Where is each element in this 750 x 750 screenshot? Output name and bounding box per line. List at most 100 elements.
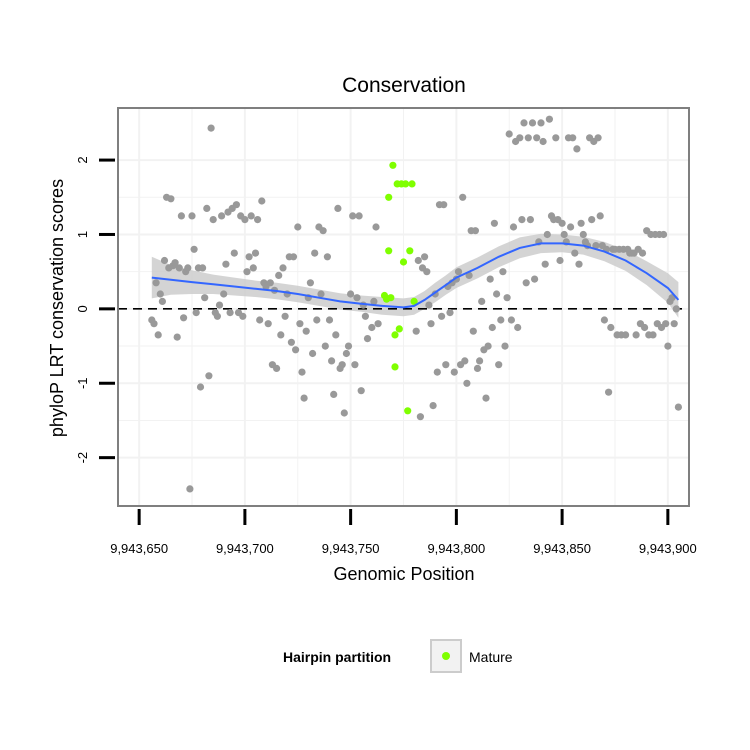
other-point <box>323 253 331 261</box>
other-point <box>579 230 587 239</box>
other-point <box>433 368 441 376</box>
other-point <box>664 342 672 350</box>
other-point <box>495 361 503 369</box>
y-tick-label: -1 <box>75 377 90 389</box>
x-tick-label: 9,943,700 <box>216 541 274 556</box>
other-point <box>537 119 545 127</box>
other-point <box>160 256 169 265</box>
other-point <box>469 327 477 335</box>
other-point <box>277 331 285 339</box>
other-point <box>247 212 255 220</box>
other-point <box>171 259 179 267</box>
mature-point <box>404 407 412 415</box>
other-point <box>328 357 336 365</box>
y-tick-label: -2 <box>75 452 90 464</box>
other-point <box>325 316 334 324</box>
other-point <box>249 264 257 272</box>
other-point <box>192 309 200 317</box>
other-point <box>438 312 446 320</box>
other-point <box>577 219 585 227</box>
other-point <box>509 223 518 231</box>
smooth-line <box>151 242 680 309</box>
other-point <box>429 402 437 410</box>
x-axis-title: Genomic Position <box>333 564 474 584</box>
other-point <box>355 212 363 220</box>
x-tick-label: 9,943,750 <box>322 541 380 556</box>
other-point <box>507 316 515 324</box>
mature-point <box>389 161 397 169</box>
other-point <box>416 413 424 421</box>
other-point <box>524 134 532 142</box>
other-point <box>258 197 266 205</box>
other-point <box>660 230 668 239</box>
other-point <box>207 124 215 132</box>
other-point <box>251 249 260 257</box>
x-tick-label: 9,943,850 <box>533 541 591 556</box>
other-point <box>190 245 198 253</box>
other-point <box>167 195 175 203</box>
other-point <box>311 249 319 257</box>
other-point <box>266 279 274 287</box>
other-point <box>476 357 484 365</box>
other-point <box>201 294 209 302</box>
other-point <box>173 333 181 341</box>
other-point <box>607 323 615 332</box>
other-point <box>209 216 217 224</box>
other-point <box>306 279 314 287</box>
confidence-band <box>151 233 679 318</box>
other-point <box>340 409 348 417</box>
other-point <box>203 204 211 212</box>
other-point <box>594 134 602 142</box>
other-point <box>294 223 302 231</box>
other-point <box>471 227 479 235</box>
smooth-confidence-band <box>151 233 679 318</box>
legend: Hairpin partition Mature <box>283 639 513 673</box>
mature-point <box>385 247 393 255</box>
other-point <box>497 316 505 324</box>
other-point <box>220 290 228 298</box>
other-point <box>423 268 431 276</box>
other-point <box>571 249 579 257</box>
other-point <box>180 314 188 322</box>
other-point <box>321 342 329 350</box>
other-point <box>567 223 575 231</box>
other-point <box>573 145 581 153</box>
other-point <box>503 294 511 302</box>
other-point <box>488 323 496 332</box>
other-point <box>442 361 450 369</box>
other-point <box>330 390 338 398</box>
mature-point <box>387 294 395 302</box>
other-point <box>672 305 680 313</box>
other-point <box>344 342 353 350</box>
other-point <box>243 268 251 276</box>
mature-points <box>380 161 418 415</box>
other-point <box>241 216 249 224</box>
other-point <box>478 297 486 305</box>
other-point <box>473 364 482 372</box>
other-point <box>296 320 304 328</box>
other-point <box>425 301 433 309</box>
other-point <box>232 201 240 209</box>
mature-point <box>391 331 399 339</box>
x-tick-label: 9,943,650 <box>110 541 168 556</box>
y-tick-label: 2 <box>75 156 90 163</box>
other-point <box>275 271 283 279</box>
other-point <box>332 331 340 339</box>
other-point <box>575 260 583 268</box>
other-point <box>186 485 194 493</box>
other-point <box>641 323 649 332</box>
other-point <box>298 368 306 376</box>
other-point <box>287 338 295 346</box>
other-point <box>520 119 528 127</box>
x-tick-label: 9,943,900 <box>639 541 697 556</box>
other-point <box>363 335 372 343</box>
other-point <box>300 394 308 402</box>
other-point <box>370 297 378 305</box>
other-point <box>245 253 253 261</box>
other-point <box>486 275 494 283</box>
y-axis: -2 -1 0 1 2 <box>75 156 115 463</box>
other-point <box>459 193 467 201</box>
other-point <box>556 256 564 265</box>
other-point <box>215 301 224 309</box>
other-point <box>368 323 376 332</box>
